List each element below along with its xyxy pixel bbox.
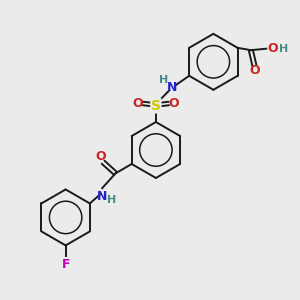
Text: O: O xyxy=(268,42,278,55)
Text: F: F xyxy=(61,258,70,271)
Text: O: O xyxy=(249,64,260,77)
Text: S: S xyxy=(151,99,161,113)
Text: O: O xyxy=(132,97,143,110)
Text: N: N xyxy=(97,190,107,202)
Text: O: O xyxy=(169,97,179,110)
Text: N: N xyxy=(167,81,177,94)
Text: H: H xyxy=(107,195,116,205)
Text: H: H xyxy=(279,44,289,54)
Text: H: H xyxy=(159,75,169,85)
Text: O: O xyxy=(95,150,106,164)
